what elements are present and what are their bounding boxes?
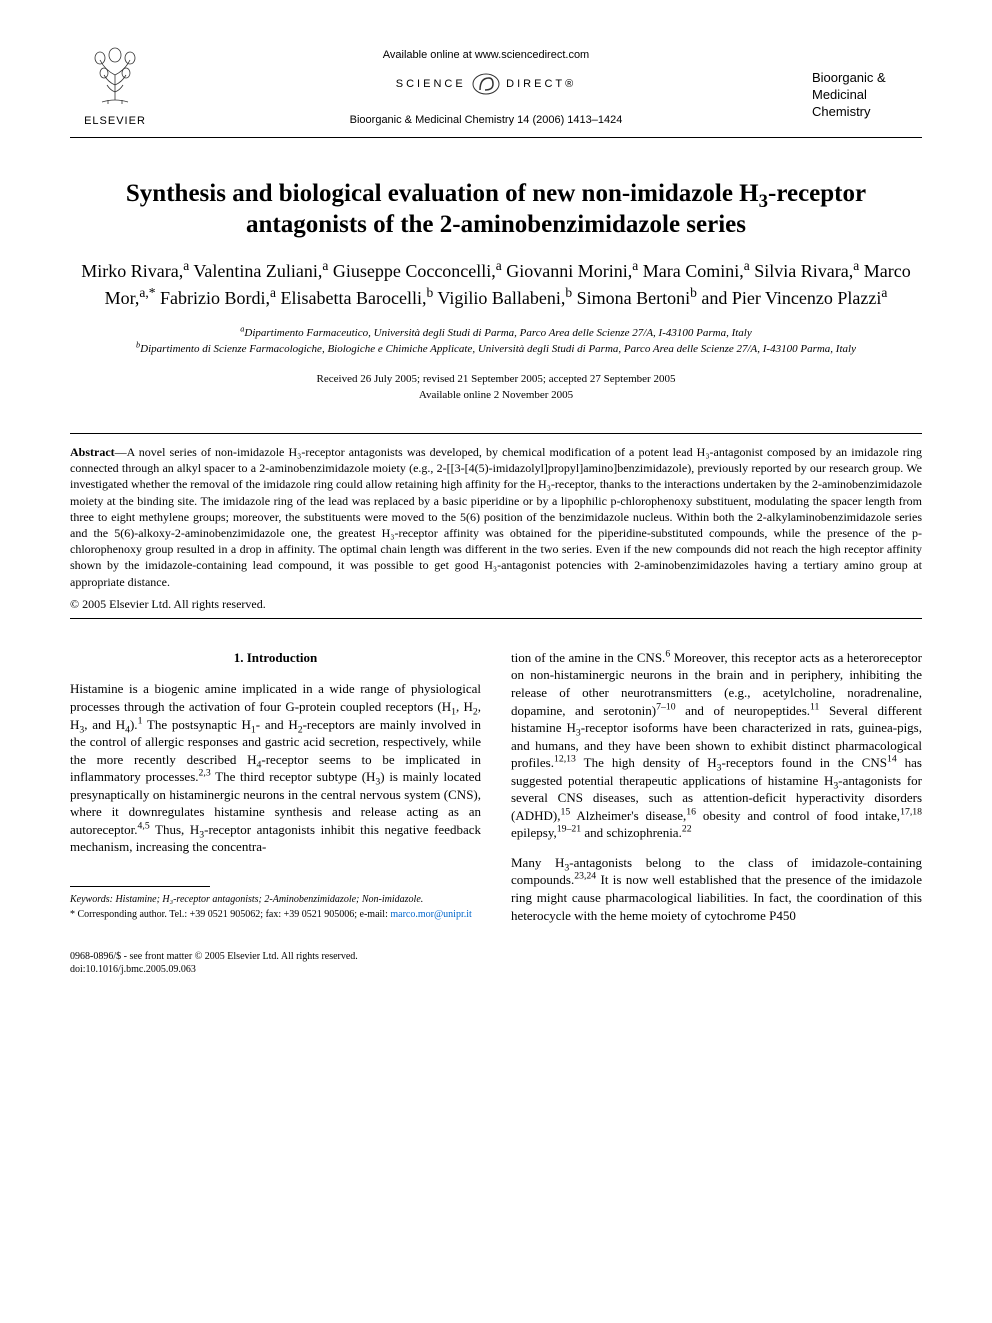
affiliation-a: aDipartimento Farmaceutico, Università d… xyxy=(110,326,882,342)
sciencedirect-d-icon xyxy=(471,73,501,95)
abstract-bottom-rule xyxy=(70,618,922,619)
abstract-text: —A novel series of non-imidazole H₃-rece… xyxy=(70,445,922,589)
body-paragraph: Many H3-antagonists belong to the class … xyxy=(511,854,922,924)
left-column: 1. Introduction Histamine is a biogenic … xyxy=(70,649,481,924)
science-direct-logo: SCIENCE DIRECT® xyxy=(160,73,812,95)
footer-front-matter: 0968-0896/$ - see front matter © 2005 El… xyxy=(70,950,922,963)
online-date: Available online 2 November 2005 xyxy=(70,388,922,403)
science-direct-text-left: SCIENCE xyxy=(396,78,466,90)
footer-doi: doi:10.1016/j.bmc.2005.09.063 xyxy=(70,963,922,976)
journal-name-line: Chemistry xyxy=(812,104,922,121)
section-heading: 1. Introduction xyxy=(70,649,481,667)
article-title: Synthesis and biological evaluation of n… xyxy=(70,178,922,241)
email-link[interactable]: marco.mor@unipr.it xyxy=(390,909,471,920)
footnote-rule xyxy=(70,886,210,887)
affiliation-b: bDipartimento di Scienze Farmacologiche,… xyxy=(110,342,882,358)
header-center: Available online at www.sciencedirect.co… xyxy=(160,40,812,128)
journal-name-line: Medicinal xyxy=(812,87,922,104)
elsevier-tree-icon xyxy=(80,40,150,110)
affiliations: aDipartimento Farmaceutico, Università d… xyxy=(70,326,922,358)
page-footer: 0968-0896/$ - see front matter © 2005 El… xyxy=(70,950,922,976)
available-online-text: Available online at www.sciencedirect.co… xyxy=(160,48,812,63)
right-column: tion of the amine in the CNS.6 Moreover,… xyxy=(511,649,922,924)
science-direct-text-right: DIRECT® xyxy=(506,78,576,90)
journal-name-block: Bioorganic & Medicinal Chemistry xyxy=(812,40,922,121)
header-rule xyxy=(70,137,922,138)
abstract-label: Abstract xyxy=(70,445,115,459)
copyright-line: © 2005 Elsevier Ltd. All rights reserved… xyxy=(70,596,922,612)
publisher-logo: ELSEVIER xyxy=(70,40,160,129)
received-revised-date: Received 26 July 2005; revised 21 Septem… xyxy=(70,372,922,387)
body-columns: 1. Introduction Histamine is a biogenic … xyxy=(70,649,922,924)
body-paragraph: tion of the amine in the CNS.6 Moreover,… xyxy=(511,649,922,842)
corresponding-author-footnote: * Corresponding author. Tel.: +39 0521 9… xyxy=(70,908,481,922)
journal-citation: Bioorganic & Medicinal Chemistry 14 (200… xyxy=(160,113,812,128)
journal-name-line: Bioorganic & xyxy=(812,70,922,87)
author-list: Mirko Rivara,a Valentina Zuliani,a Giuse… xyxy=(70,258,922,312)
publisher-name: ELSEVIER xyxy=(70,114,160,129)
page-header: ELSEVIER Available online at www.science… xyxy=(70,40,922,129)
abstract: Abstract—A novel series of non-imidazole… xyxy=(70,444,922,590)
article-dates: Received 26 July 2005; revised 21 Septem… xyxy=(70,372,922,403)
body-paragraph: Histamine is a biogenic amine implicated… xyxy=(70,680,481,855)
footnotes: Keywords: Histamine; H₃-receptor antagon… xyxy=(70,893,481,922)
keywords-footnote: Keywords: Histamine; H₃-receptor antagon… xyxy=(70,893,481,907)
abstract-top-rule xyxy=(70,433,922,434)
